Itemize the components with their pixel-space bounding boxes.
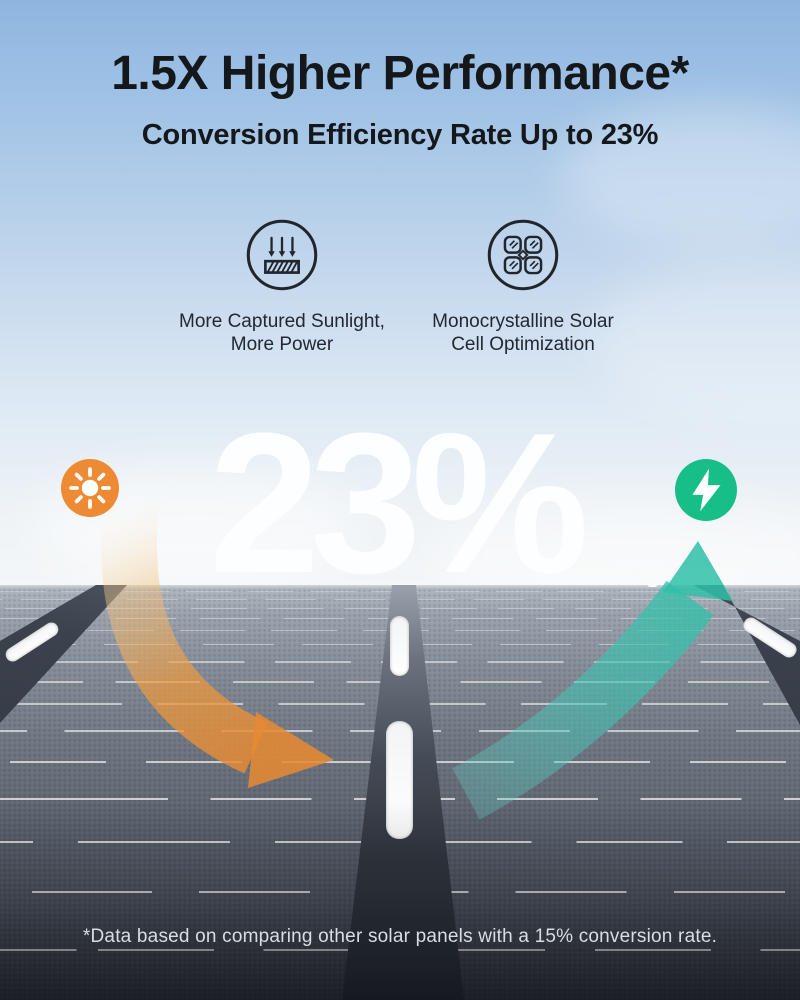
feature-monocrystalline-cells: Monocrystalline Solar Cell Optimization <box>411 217 635 356</box>
headline-block: 1.5X Higher Performance* Conversion Effi… <box>0 47 800 152</box>
disclaimer-footnote: *Data based on comparing other solar pan… <box>82 926 718 947</box>
feature-caption-line2: More Power <box>230 334 334 356</box>
page-subtitle: Conversion Efficiency Rate Up to 23% <box>141 118 659 151</box>
lightning-bolt-icon <box>675 459 737 521</box>
feature-captured-sunlight: More Captured Sunlight, More Power <box>170 217 394 356</box>
feature-caption-line2: Cell Optimization <box>451 334 595 356</box>
efficiency-value: 23% <box>208 392 589 615</box>
page-title: 1.5X Higher Performance* <box>111 47 689 100</box>
cloud <box>560 105 800 245</box>
feature-caption: Monocrystalline Solar Cell Optimization <box>411 310 635 356</box>
feature-caption: More Captured Sunlight, More Power <box>170 310 394 356</box>
monocrystalline-cells-icon <box>487 219 559 291</box>
feature-caption-line1: More Captured Sunlight, <box>179 311 385 332</box>
sunlight-rays-panel-icon <box>246 219 318 291</box>
sun-icon <box>61 459 119 517</box>
feature-caption-line1: Monocrystalline Solar <box>432 311 614 332</box>
